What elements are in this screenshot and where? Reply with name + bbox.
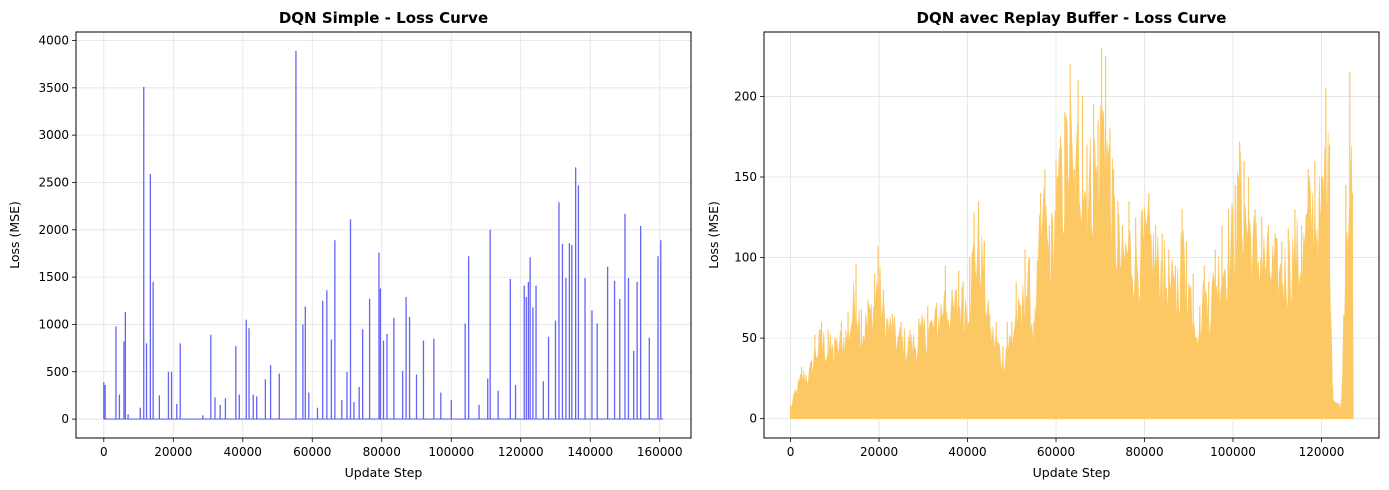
chart2-plot-frame bbox=[763, 31, 1380, 439]
x-tick-label: 140000 bbox=[567, 445, 613, 459]
y-tick-label: 1500 bbox=[38, 270, 69, 284]
x-tick-label: 80000 bbox=[1125, 445, 1163, 459]
x-tick-label: 40000 bbox=[948, 445, 986, 459]
x-tick-label: 120000 bbox=[498, 445, 544, 459]
chart2-y-ticks: 0 50 100 150 200 bbox=[734, 89, 764, 426]
chart2-x-ticks: 0 20000 40000 60000 80000 100000 120000 bbox=[787, 438, 1345, 459]
chart2-series bbox=[789, 48, 1354, 419]
x-tick-label: 0 bbox=[100, 445, 108, 459]
chart2-x-axis-label: Update Step bbox=[1033, 465, 1111, 480]
y-tick-label: 200 bbox=[734, 89, 757, 103]
x-tick-label: 120000 bbox=[1299, 445, 1345, 459]
y-tick-label: 0 bbox=[61, 412, 69, 426]
chart2-title: DQN avec Replay Buffer - Loss Curve bbox=[917, 9, 1227, 27]
y-tick-label: 100 bbox=[734, 251, 757, 265]
y-tick-label: 500 bbox=[46, 365, 69, 379]
chart1-y-ticks: 0 500 1000 1500 2000 2500 3000 3500 4000 bbox=[38, 34, 76, 426]
x-tick-label: 100000 bbox=[428, 445, 474, 459]
x-tick-label: 80000 bbox=[363, 445, 401, 459]
x-tick-label: 20000 bbox=[154, 445, 192, 459]
chart1-series bbox=[103, 50, 664, 420]
y-tick-label: 4000 bbox=[38, 34, 69, 48]
y-tick-label: 2500 bbox=[38, 175, 69, 189]
chart2-y-axis-label: Loss (MSE) bbox=[706, 201, 721, 269]
chart1-x-ticks: 0 20000 40000 60000 80000 100000 120000 140000 1… bbox=[100, 438, 683, 459]
y-tick-label: 2000 bbox=[38, 223, 69, 237]
x-tick-label: 100000 bbox=[1210, 445, 1256, 459]
chart1-x-axis-label: Update Step bbox=[345, 465, 423, 480]
chart1-plot-frame bbox=[75, 31, 692, 439]
chart-dqn-replay-buffer: 0 20000 40000 60000 80000 100000 120000 0 50 100… bbox=[706, 9, 1380, 480]
x-tick-label: 0 bbox=[787, 445, 795, 459]
x-tick-label: 160000 bbox=[637, 445, 683, 459]
chart1-title: DQN Simple - Loss Curve bbox=[279, 9, 488, 27]
y-tick-label: 50 bbox=[742, 331, 757, 345]
x-tick-label: 60000 bbox=[1037, 445, 1075, 459]
y-tick-label: 3500 bbox=[38, 81, 69, 95]
y-tick-label: 150 bbox=[734, 170, 757, 184]
y-tick-label: 0 bbox=[749, 412, 757, 426]
y-tick-label: 1000 bbox=[38, 317, 69, 331]
chart1-y-axis-label: Loss (MSE) bbox=[7, 201, 22, 269]
chart-dqn-simple: 0 20000 40000 60000 80000 100000 120000 140000 1… bbox=[7, 9, 692, 480]
x-tick-label: 60000 bbox=[293, 445, 331, 459]
x-tick-label: 40000 bbox=[224, 445, 262, 459]
x-tick-label: 20000 bbox=[860, 445, 898, 459]
y-tick-label: 3000 bbox=[38, 128, 69, 142]
chart1-gridlines bbox=[76, 32, 691, 438]
